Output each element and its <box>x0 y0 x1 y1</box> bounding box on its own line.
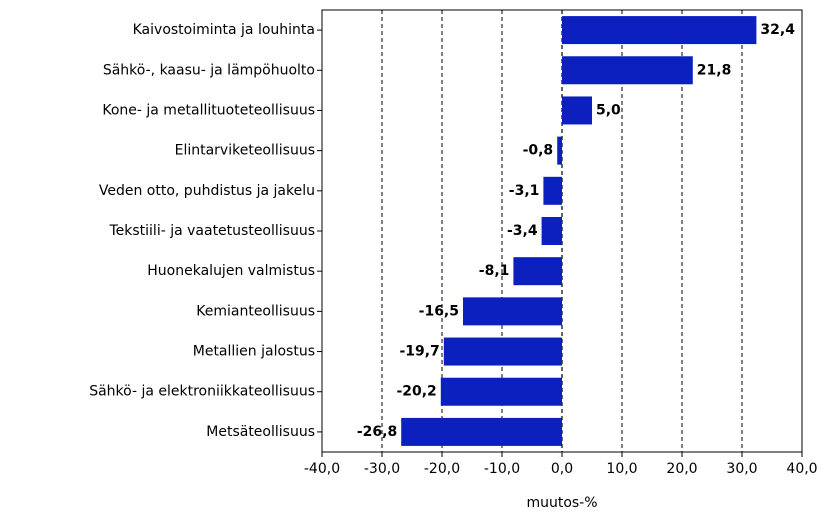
y-tick-label: Kemianteollisuus <box>196 303 315 319</box>
x-tick-label: -10,0 <box>484 461 520 477</box>
value-label: -0,8 <box>523 143 554 159</box>
x-tick-label: 30,0 <box>726 461 757 477</box>
y-tick-label: Veden otto, puhdistus ja jakelu <box>99 183 315 199</box>
value-label: -16,5 <box>419 303 459 319</box>
x-tick-label: -40,0 <box>304 461 340 477</box>
value-label: -26,8 <box>357 424 397 440</box>
value-label: 5,0 <box>596 102 621 118</box>
y-tick-label: Metsäteollisuus <box>206 424 315 440</box>
x-tick-label: 40,0 <box>786 461 817 477</box>
y-tick-label: Sähkö-, kaasu- ja lämpöhuolto <box>103 62 315 78</box>
y-tick-label: Kaivostoiminta ja louhinta <box>133 22 315 38</box>
value-label: -3,4 <box>507 223 538 239</box>
bar <box>562 16 757 45</box>
x-tick-label: 10,0 <box>606 461 637 477</box>
x-axis-label: muutos-% <box>526 495 597 511</box>
value-label: -20,2 <box>396 384 436 400</box>
bar <box>463 297 562 326</box>
bar <box>513 257 562 286</box>
value-label: -19,7 <box>399 344 439 360</box>
y-tick-label: Tekstiili- ja vaatetusteollisuus <box>108 223 315 239</box>
value-label: 21,8 <box>697 62 732 78</box>
x-tick-label: 0,0 <box>551 461 573 477</box>
bar <box>401 417 562 446</box>
value-label: 32,4 <box>760 22 795 38</box>
x-tick-label: -20,0 <box>424 461 460 477</box>
bar <box>440 377 562 406</box>
bar <box>541 217 562 245</box>
bar <box>562 56 693 85</box>
y-tick-label: Elintarviketeollisuus <box>175 143 315 159</box>
value-label: -3,1 <box>509 183 540 199</box>
bar <box>557 136 562 165</box>
bar <box>543 176 562 205</box>
bar <box>443 337 562 366</box>
x-tick-label: 20,0 <box>666 461 697 477</box>
y-tick-label: Kone- ja metallituoteteollisuus <box>102 102 315 118</box>
y-tick-label: Metallien jalostus <box>193 344 315 360</box>
y-tick-label: Sähkö- ja elektroniikkateollisuus <box>89 384 315 400</box>
value-label: -8,1 <box>479 263 510 279</box>
x-tick-label: -30,0 <box>364 461 400 477</box>
y-tick-label: Huonekalujen valmistus <box>147 263 315 279</box>
bar <box>562 96 592 125</box>
